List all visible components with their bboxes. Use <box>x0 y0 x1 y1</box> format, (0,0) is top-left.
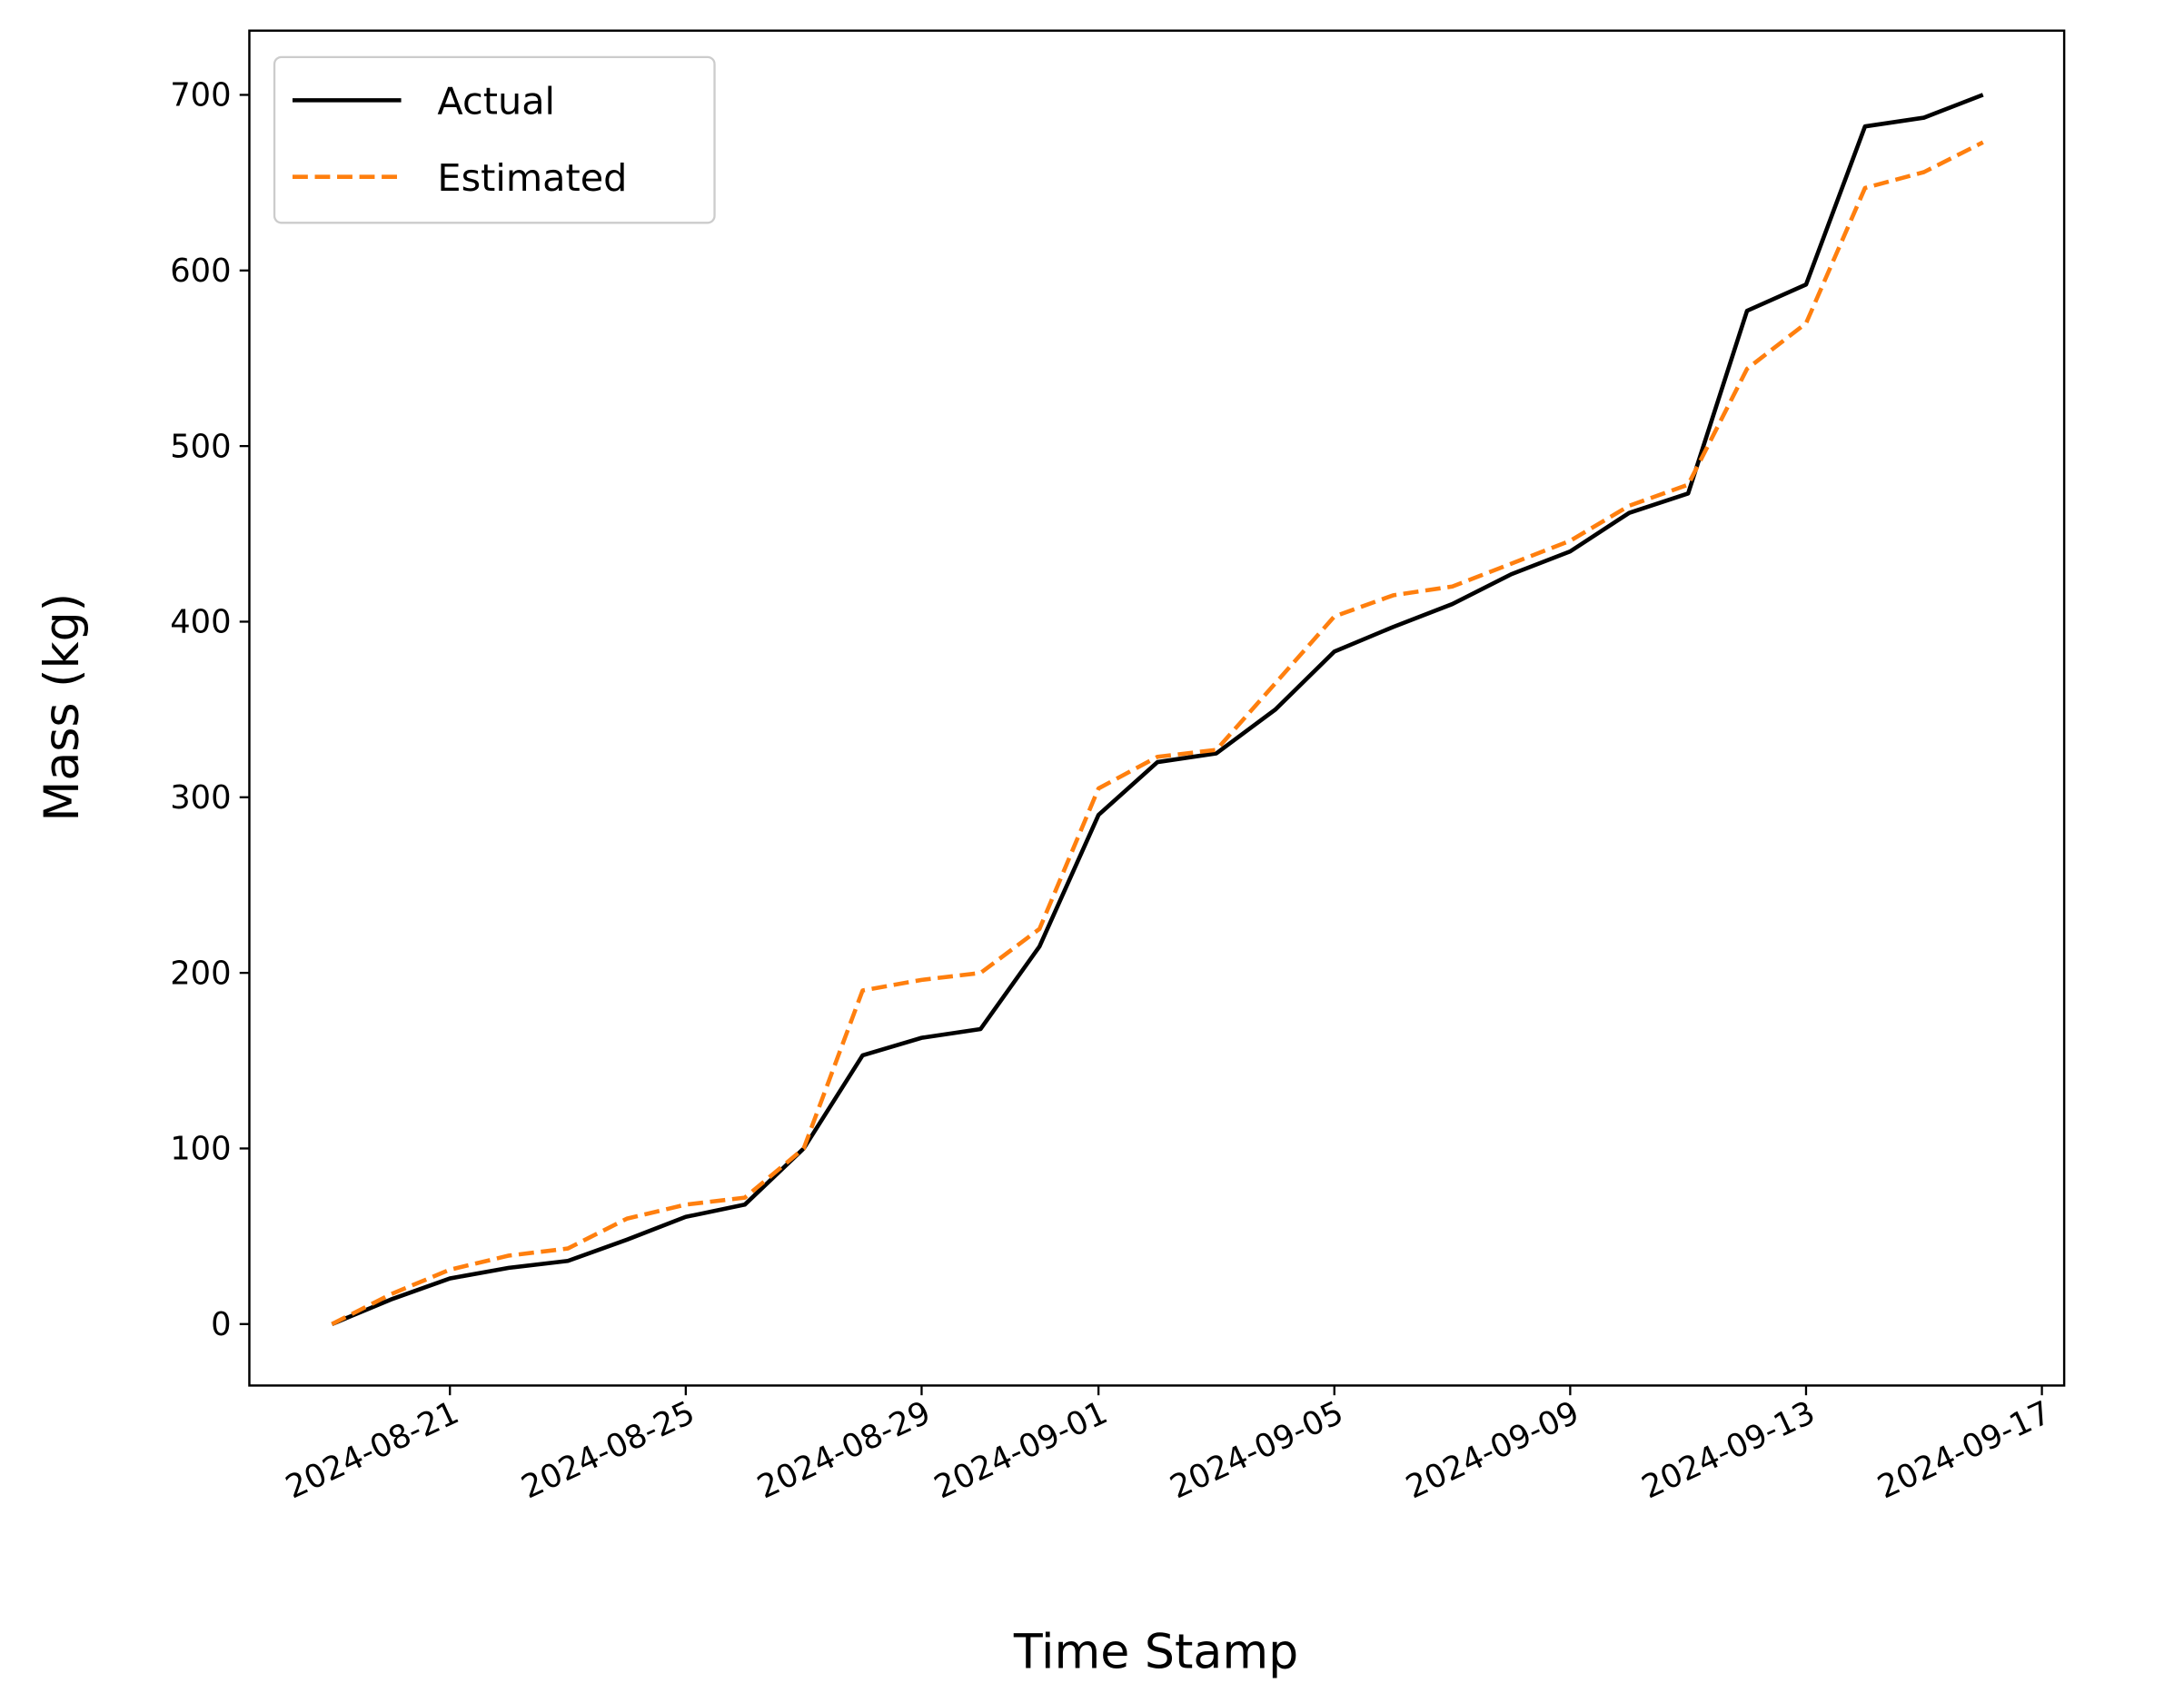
legend-label: Actual <box>437 80 555 124</box>
x-tick-label: 2024-09-13 <box>1636 1394 1821 1507</box>
x-tick-label: 2024-08-29 <box>752 1394 937 1507</box>
x-tick-label: 2024-08-25 <box>516 1394 700 1507</box>
x-tick-label: 2024-09-17 <box>1872 1394 2057 1507</box>
y-tick-label: 300 <box>170 779 231 817</box>
y-tick-label: 700 <box>170 77 231 114</box>
x-tick-label: 2024-09-09 <box>1400 1394 1584 1507</box>
y-axis-label: Mass (kg) <box>35 593 90 822</box>
series-line <box>331 93 1984 1326</box>
x-tick-label: 2024-09-01 <box>928 1394 1113 1507</box>
y-tick-label: 200 <box>170 955 231 992</box>
y-tick-label: 100 <box>170 1131 231 1168</box>
plot-frame <box>248 29 2066 1387</box>
y-tick-label: 400 <box>170 604 231 641</box>
x-axis-label: Time Stamp <box>1013 1626 1298 1680</box>
lines <box>331 93 1984 1326</box>
x-tick-label: 2024-09-05 <box>1165 1394 1349 1507</box>
y-tick-label: 600 <box>170 252 231 290</box>
legend-label: Estimated <box>437 156 627 200</box>
series-line <box>331 140 1984 1326</box>
y-tick-label: 0 <box>211 1306 231 1343</box>
x-tick-label: 2024-08-21 <box>280 1394 464 1507</box>
y-tick-label: 500 <box>170 428 231 465</box>
